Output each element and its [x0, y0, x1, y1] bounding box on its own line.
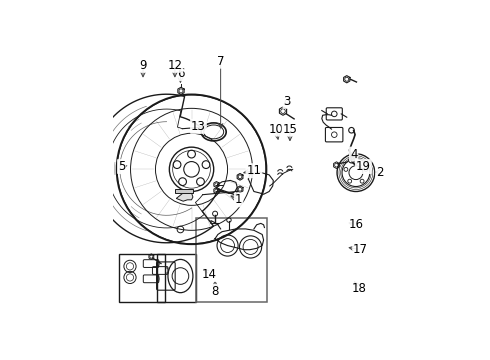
Text: 15: 15	[283, 123, 297, 136]
Text: 5: 5	[118, 160, 125, 173]
Text: 16: 16	[349, 218, 364, 231]
Text: 6: 6	[177, 67, 184, 80]
Text: 8: 8	[211, 285, 219, 298]
Text: 2: 2	[376, 166, 384, 179]
Text: 10: 10	[269, 123, 284, 136]
Text: 19: 19	[356, 160, 371, 173]
Text: 13: 13	[191, 120, 206, 133]
Text: 14: 14	[202, 268, 217, 281]
Polygon shape	[175, 189, 194, 193]
Text: 1: 1	[235, 193, 243, 206]
Text: 9: 9	[139, 59, 147, 72]
Bar	[196, 218, 267, 302]
Text: 11: 11	[246, 164, 261, 177]
Polygon shape	[176, 192, 193, 201]
Text: 18: 18	[352, 282, 367, 295]
Text: 4: 4	[350, 148, 357, 161]
Bar	[119, 254, 165, 302]
Bar	[157, 254, 196, 302]
Text: 7: 7	[217, 55, 224, 68]
Text: 3: 3	[284, 95, 291, 108]
Text: 17: 17	[353, 243, 368, 256]
Text: 12: 12	[168, 59, 182, 72]
